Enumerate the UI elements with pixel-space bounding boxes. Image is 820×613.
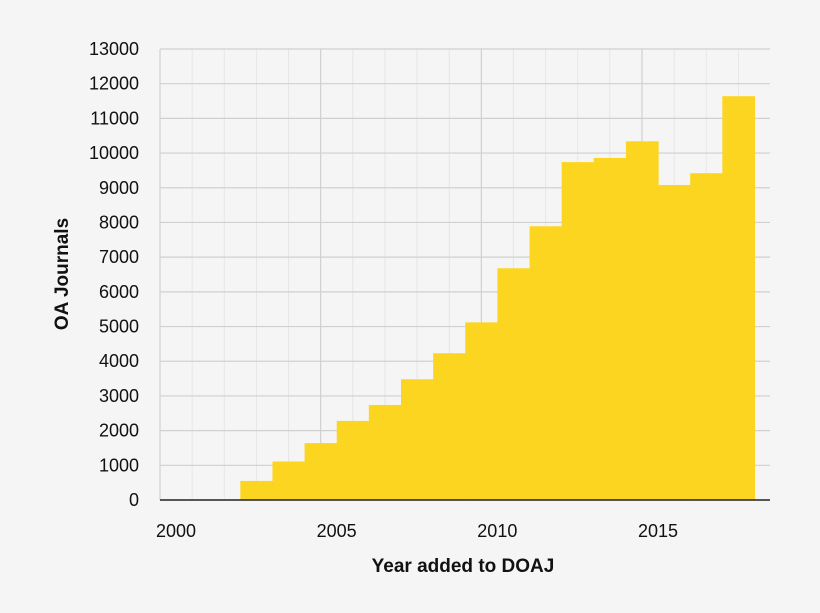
x-axis-title: Year added to DOAJ [372, 556, 555, 577]
bar-2005 [304, 443, 338, 500]
y-tick-label: 10000 [89, 143, 139, 163]
x-tick-label: 2015 [638, 521, 678, 541]
bar-2012 [529, 226, 563, 500]
bar-2011 [497, 268, 531, 500]
x-tick-label: 2000 [156, 521, 196, 541]
bar-2003 [240, 480, 274, 500]
bar-2014 [593, 157, 627, 501]
bar-2017 [690, 173, 723, 500]
bar-2006 [336, 420, 370, 500]
y-tick-label: 11000 [90, 108, 139, 128]
series-bars [240, 96, 756, 501]
bar-2009 [433, 353, 466, 500]
bar-2015 [625, 141, 659, 500]
y-axis-title: OA Journals [52, 218, 73, 330]
y-tick-label: 1000 [99, 455, 139, 475]
y-tick-label: 12000 [89, 74, 139, 94]
y-tick-label: 3000 [99, 386, 139, 406]
y-tick-label: 4000 [99, 351, 139, 371]
bar-2016 [658, 184, 691, 501]
bar-2007 [368, 404, 402, 500]
y-tick-label: 0 [129, 490, 139, 510]
y-tick-label: 5000 [99, 317, 139, 337]
y-tick-label: 8000 [99, 212, 139, 232]
y-tick-label: 7000 [99, 247, 139, 267]
bar-2004 [272, 461, 306, 500]
y-tick-label: 9000 [99, 178, 139, 198]
x-tick-labels: 2000 2005 2010 2015 [156, 521, 678, 541]
y-tick-label: 6000 [99, 282, 139, 302]
bar-2018 [722, 96, 756, 500]
bar-2013 [561, 162, 595, 500]
bar-2008 [401, 379, 434, 500]
x-tick-label: 2010 [477, 521, 517, 541]
bar-2010 [465, 322, 498, 500]
y-tick-labels: 0 1000 2000 3000 4000 5000 6000 7000 8000 9000 100… [89, 39, 139, 510]
y-tick-label: 2000 [99, 421, 139, 441]
y-tick-label: 13000 [89, 39, 139, 59]
x-tick-label: 2005 [317, 521, 357, 541]
